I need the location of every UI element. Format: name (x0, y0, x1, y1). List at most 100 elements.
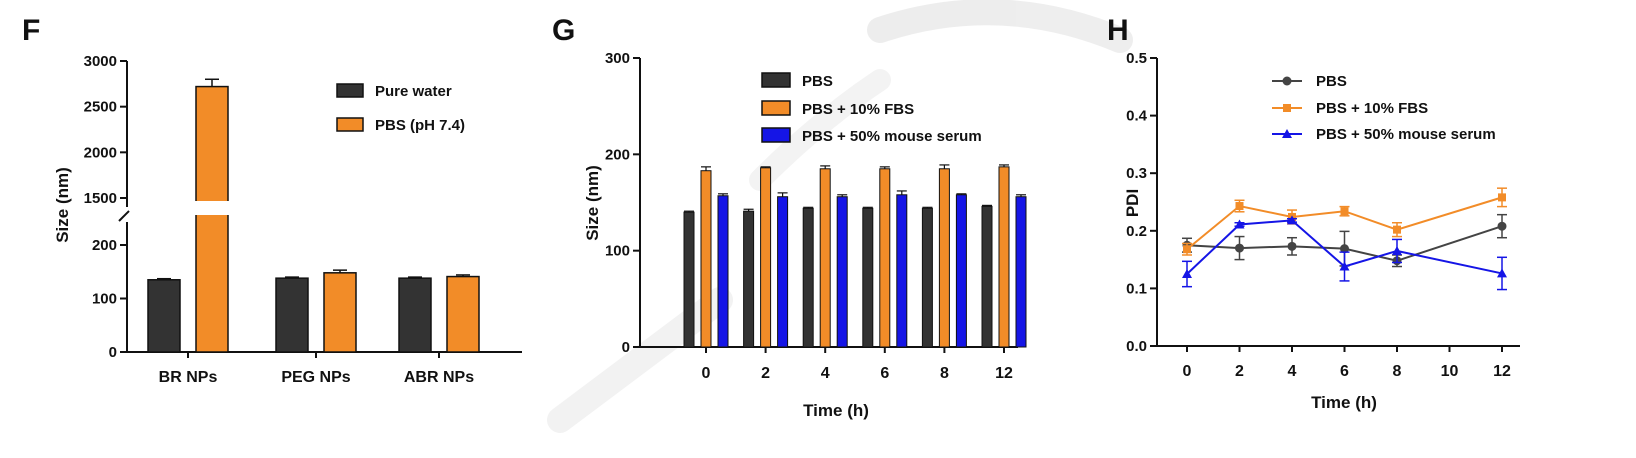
chart-g-x-axis-label: Time (h) (803, 401, 869, 420)
chart-h-point (1339, 261, 1350, 271)
chart-f-x-tick-label: ABR NPs (404, 369, 474, 386)
chart-h-y-tick-label: 0.5 (1126, 50, 1147, 67)
chart-f-bar (446, 275, 480, 353)
chart-g-y-tick-label: 200 (605, 146, 630, 163)
chart-h-y-tick-label: 0.3 (1126, 165, 1147, 182)
chart-h-point (1340, 207, 1349, 216)
chart-g-legend-label-1: PBS + 10% FBS (802, 101, 914, 118)
chart-f-y-tick-label: 3000 (84, 53, 117, 70)
chart-h-series-line (1186, 219, 1503, 275)
chart-h-series-line (1186, 196, 1503, 251)
chart-h-legend-label-0: PBS (1316, 73, 1347, 90)
panel-label-f: F (22, 14, 40, 47)
chart-f-bar (195, 85, 229, 353)
chart-h-point (1235, 243, 1244, 253)
chart-h-legend-marker-1 (1283, 104, 1291, 112)
chart-h-point (1497, 268, 1507, 278)
chart-f-x-tick-label: PEG NPs (281, 369, 350, 386)
chart-f-y-tick-label: 2000 (84, 144, 117, 161)
chart-f-x-tick-label: BR NPs (159, 369, 218, 386)
chart-f-bar (398, 277, 432, 353)
chart-g-y-tick-label: 300 (605, 50, 630, 67)
chart-h-y-tick-label: 0.2 (1126, 223, 1147, 240)
chart-h-x-tick-label: 0 (1183, 363, 1192, 380)
chart-h-point (1183, 245, 1191, 254)
chart-g-bars (683, 164, 1027, 348)
chart-h-legend-label-1: PBS + 10% FBS (1316, 100, 1428, 117)
chart-f-y-tick-label: 2500 (84, 99, 117, 116)
chart-h-x-tick-label: 2 (1235, 363, 1244, 380)
chart-f-bar (147, 279, 181, 353)
chart-f-bars (147, 78, 480, 353)
chart-f-legend-label-1: PBS (pH 7.4) (375, 117, 465, 134)
chart-f-bar-break-gap (193, 201, 231, 215)
chart-g: 0 100 200 300 0 2 4 6 8 12 Size (nm) Time (h) PBS… (583, 50, 1027, 420)
chart-g-y-axis-label: Size (nm) (583, 165, 602, 241)
chart-g-bar (802, 207, 814, 348)
chart-g-bar (717, 195, 729, 348)
chart-f-legend-swatch-1 (336, 117, 364, 132)
chart-f-tick-labels: 0 100 200 1500 2000 2500 3000 BR NPs PEG NPs ABR … (84, 53, 475, 386)
chart-h-y-tick-label: 0.4 (1126, 108, 1148, 125)
chart-g-legend-swatch-1 (761, 100, 791, 116)
chart-h-point (1287, 241, 1297, 251)
chart-g-bar (743, 210, 755, 348)
chart-f: 0 100 200 1500 2000 2500 3000 BR NPs PEG NPs ABR … (53, 53, 522, 386)
chart-f-y-tick-label: 100 (92, 291, 117, 308)
chart-g-x-tick-label: 2 (761, 365, 770, 382)
chart-h-point (1392, 245, 1402, 255)
chart-h-x-tick-label: 4 (1288, 363, 1297, 380)
chart-g-bar (981, 205, 993, 348)
chart-h-x-tick-label: 6 (1340, 363, 1349, 380)
chart-g-x-tick-label: 4 (821, 365, 830, 382)
chart-g-bar (683, 211, 695, 348)
chart-g-legend-swatch-2 (761, 127, 791, 143)
chart-g-bar (819, 168, 831, 348)
chart-g-bar (938, 168, 950, 348)
chart-h-legend: PBS PBS + 10% FBS PBS + 50% mouse serum (1272, 73, 1496, 143)
chart-h: 0.0 0.1 0.2 0.3 0.4 0.5 0 2 4 6 8 10 12 PDI Time (h)… (1123, 50, 1520, 412)
chart-h-point (1182, 269, 1192, 278)
chart-h-legend-label-2: PBS + 50% mouse serum (1316, 126, 1496, 143)
chart-h-y-axis-label: PDI (1123, 189, 1142, 217)
chart-h-point (1340, 244, 1349, 254)
chart-g-legend: PBS PBS + 10% FBS PBS + 50% mouse serum (761, 72, 982, 145)
chart-h-y-tick-label: 0.0 (1126, 338, 1147, 355)
chart-f-axis-break-mark (118, 210, 130, 222)
chart-g-tick-labels: 0 100 200 300 0 2 4 6 8 12 (605, 50, 1013, 382)
chart-g-bar (862, 207, 874, 348)
chart-g-bar (836, 196, 848, 348)
chart-h-point (1393, 225, 1401, 234)
chart-f-y-tick-label: 1500 (84, 190, 117, 207)
chart-h-point (1234, 219, 1245, 229)
chart-g-bar (879, 168, 891, 348)
chart-h-point (1498, 193, 1506, 202)
watermark (547, 0, 1133, 433)
chart-h-legend-marker-2 (1282, 129, 1292, 138)
chart-f-legend-swatch-0 (336, 83, 364, 98)
chart-h-point (1235, 202, 1244, 211)
chart-g-legend-swatch-0 (761, 72, 791, 88)
chart-h-series (1182, 187, 1507, 291)
chart-g-legend-label-0: PBS (802, 73, 833, 90)
chart-g-bar (700, 170, 712, 348)
panel-label-h: H (1107, 14, 1129, 47)
chart-f-bar (323, 272, 357, 353)
chart-h-x-axis-label: Time (h) (1311, 393, 1377, 412)
panel-label-g: G (552, 14, 575, 47)
chart-h-tick-labels: 0.0 0.1 0.2 0.3 0.4 0.5 0 2 4 6 8 10 12 (1126, 50, 1511, 380)
chart-f-legend: Pure water PBS (pH 7.4) (336, 83, 465, 134)
chart-g-y-tick-label: 100 (605, 243, 630, 260)
chart-g-x-tick-label: 0 (702, 365, 711, 382)
chart-g-bar (896, 194, 908, 348)
chart-f-bar (275, 277, 309, 353)
chart-h-y-tick-label: 0.1 (1126, 280, 1147, 297)
chart-h-point (1497, 221, 1507, 231)
chart-h-axes (1150, 57, 1520, 352)
chart-h-legend-marker-0 (1282, 76, 1292, 86)
chart-g-bar (955, 194, 967, 348)
chart-g-y-tick-label: 0 (622, 339, 630, 356)
chart-f-legend-label-0: Pure water (375, 83, 452, 100)
chart-h-x-tick-label: 8 (1393, 363, 1402, 380)
